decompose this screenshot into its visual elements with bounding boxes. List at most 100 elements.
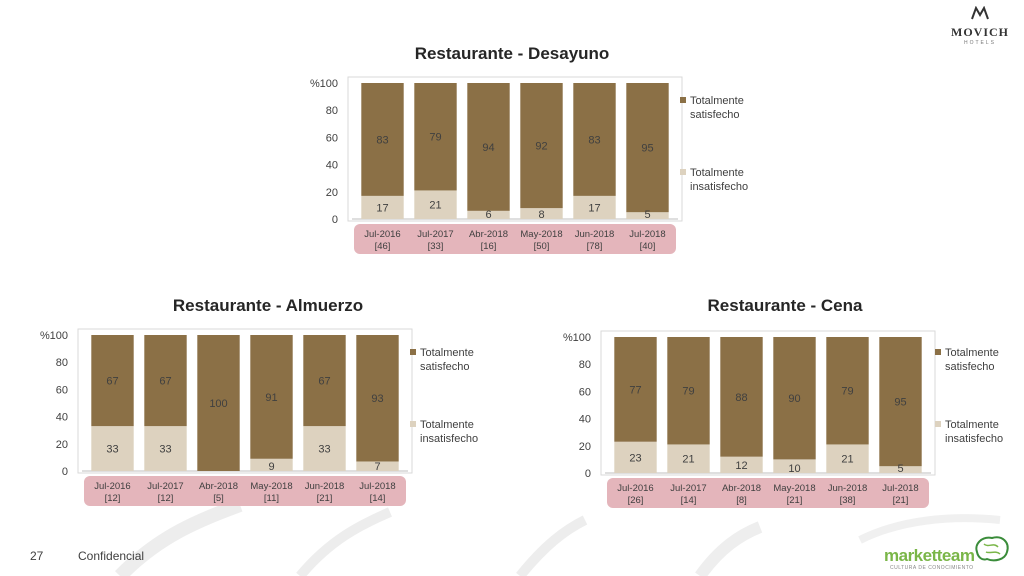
plot-area-border	[347, 76, 683, 222]
x-tick-label: Jul-2017	[417, 229, 453, 240]
data-label-insatisfecho: 23	[629, 452, 641, 464]
movich-emblem-icon	[971, 5, 989, 20]
data-label-insatisfecho: 5	[897, 463, 903, 475]
x-tick-label: Abr-2018	[199, 481, 238, 492]
legend-label-line1: Totalmente	[690, 167, 744, 179]
data-label-insatisfecho: 5	[644, 209, 650, 221]
bar-segment-satisfecho	[520, 83, 563, 209]
data-label-satisfecho: 79	[429, 132, 441, 144]
x-tick-count: [8]	[736, 495, 747, 506]
marketteam-logo-text: marketteam	[884, 546, 975, 565]
x-tick-count: [11]	[264, 493, 279, 504]
confidential-label: Confidencial	[78, 549, 145, 563]
x-tick-count: [50]	[534, 241, 550, 252]
y-tick-label: 0	[332, 214, 338, 226]
bar-segment-insatisfecho	[303, 426, 346, 471]
data-label-satisfecho: 94	[482, 142, 494, 154]
legend-swatch	[680, 169, 686, 175]
marketteam-logo: marketteam CULTURA DE CONOCIMIENTO	[884, 534, 1014, 574]
data-label-insatisfecho: 17	[376, 202, 388, 214]
chart-panel-cena: Restaurante - Cena 0 20 40 60 80 100% 77 23 Jul-…	[555, 290, 1015, 512]
bar-segment-satisfecho	[250, 335, 293, 459]
data-label-satisfecho: 77	[629, 384, 641, 396]
category-label-band	[354, 224, 676, 254]
x-tick-count: [5]	[213, 493, 224, 504]
x-tick-label: Jul-2018	[359, 481, 395, 492]
bar-segment-satisfecho	[614, 337, 657, 442]
legend-swatch	[935, 349, 941, 355]
x-tick-count: [46]	[375, 241, 391, 252]
legend-label-line1: Totalmente	[690, 95, 744, 107]
bar-segment-satisfecho	[361, 83, 404, 196]
chart-panel-almuerzo: Restaurante - Almuerzo 0 20 40 60 80 100% 67 33…	[30, 290, 506, 510]
x-tick-label: May-2018	[520, 229, 562, 240]
x-tick-count: [16]	[481, 241, 497, 252]
bar-segment-insatisfecho	[879, 466, 922, 473]
legend-label-line1: Totalmente	[945, 419, 999, 431]
x-tick-count: [78]	[587, 241, 603, 252]
bar-segment-satisfecho	[356, 335, 399, 462]
data-label-insatisfecho: 33	[159, 444, 171, 456]
y-axis-label: %	[40, 330, 50, 342]
y-tick-label: 40	[579, 414, 591, 426]
data-label-satisfecho: 67	[159, 376, 171, 388]
data-label-satisfecho: 91	[265, 392, 277, 404]
x-tick-count: [21]	[893, 495, 909, 506]
y-tick-label: 60	[579, 386, 591, 398]
bar-segment-satisfecho	[573, 83, 616, 196]
bar-segment-satisfecho	[91, 335, 134, 427]
x-tick-label: Abr-2018	[469, 229, 508, 240]
y-axis-label: %	[310, 78, 320, 90]
data-label-satisfecho: 88	[735, 392, 747, 404]
stacked-bar-chart-desayuno: 0 20 40 60 80 100% 83 17 Jul-2016[46] 79 21 Jul-201…	[310, 76, 748, 254]
legend-label-line2: insatisfecho	[945, 433, 1003, 445]
data-label-insatisfecho: 12	[735, 460, 747, 472]
x-tick-count: [33]	[428, 241, 444, 252]
legend-label-line2: satisfecho	[420, 361, 470, 373]
bar-segment-insatisfecho	[773, 459, 816, 473]
bar-segment-insatisfecho	[520, 208, 563, 219]
data-label-satisfecho: 67	[318, 376, 330, 388]
x-tick-count: [12]	[105, 493, 121, 504]
data-label-satisfecho: 83	[376, 134, 388, 146]
bar-segment-insatisfecho	[91, 426, 134, 471]
x-tick-label: Jun-2018	[305, 481, 345, 492]
data-label-insatisfecho: 7	[374, 461, 380, 473]
legend-swatch	[410, 421, 416, 427]
data-label-satisfecho: 100	[209, 398, 227, 410]
data-label-insatisfecho: 8	[538, 209, 544, 221]
x-tick-count: [40]	[640, 241, 656, 252]
bar-segment-satisfecho	[720, 337, 763, 457]
y-tick-label: 80	[326, 105, 338, 117]
data-label-satisfecho: 95	[894, 397, 906, 409]
x-tick-label: Jun-2018	[575, 229, 615, 240]
y-tick-label: 20	[579, 441, 591, 453]
data-label-satisfecho: 83	[588, 134, 600, 146]
y-tick-label: 100	[320, 78, 338, 90]
data-label-satisfecho: 95	[641, 143, 653, 155]
x-tick-count: [12]	[158, 493, 174, 504]
y-tick-label: 20	[56, 439, 68, 451]
y-tick-label: 0	[585, 468, 591, 480]
x-tick-count: [21]	[317, 493, 333, 504]
x-tick-label: Jul-2017	[670, 483, 706, 494]
legend-swatch	[680, 97, 686, 103]
x-tick-label: Jul-2018	[882, 483, 918, 494]
y-tick-label: 100	[573, 332, 591, 344]
x-tick-label: Jul-2016	[364, 229, 400, 240]
data-label-insatisfecho: 10	[788, 463, 800, 475]
data-label-insatisfecho: 6	[485, 209, 491, 221]
x-tick-label: Jul-2016	[617, 483, 653, 494]
bar-segment-satisfecho	[144, 335, 187, 427]
bar-segment-satisfecho	[414, 83, 457, 191]
data-label-insatisfecho: 21	[841, 454, 853, 466]
bar-segment-insatisfecho	[667, 444, 710, 473]
bar-segment-satisfecho	[773, 337, 816, 460]
chart-panel-desayuno: Restaurante - Desayuno 0 20 40 60 80 100% 83 17…	[300, 38, 748, 258]
legend-label-line2: satisfecho	[690, 109, 740, 121]
stacked-bar-chart-almuerzo: 020406080100%6733Jul-2016[12]6733Jul-201…	[40, 328, 478, 506]
y-axis-label: %	[563, 332, 573, 344]
bar-segment-insatisfecho	[356, 461, 399, 471]
movich-logo: MOVICH HOTELS	[944, 5, 1016, 46]
bar-segment-satisfecho	[879, 337, 922, 467]
